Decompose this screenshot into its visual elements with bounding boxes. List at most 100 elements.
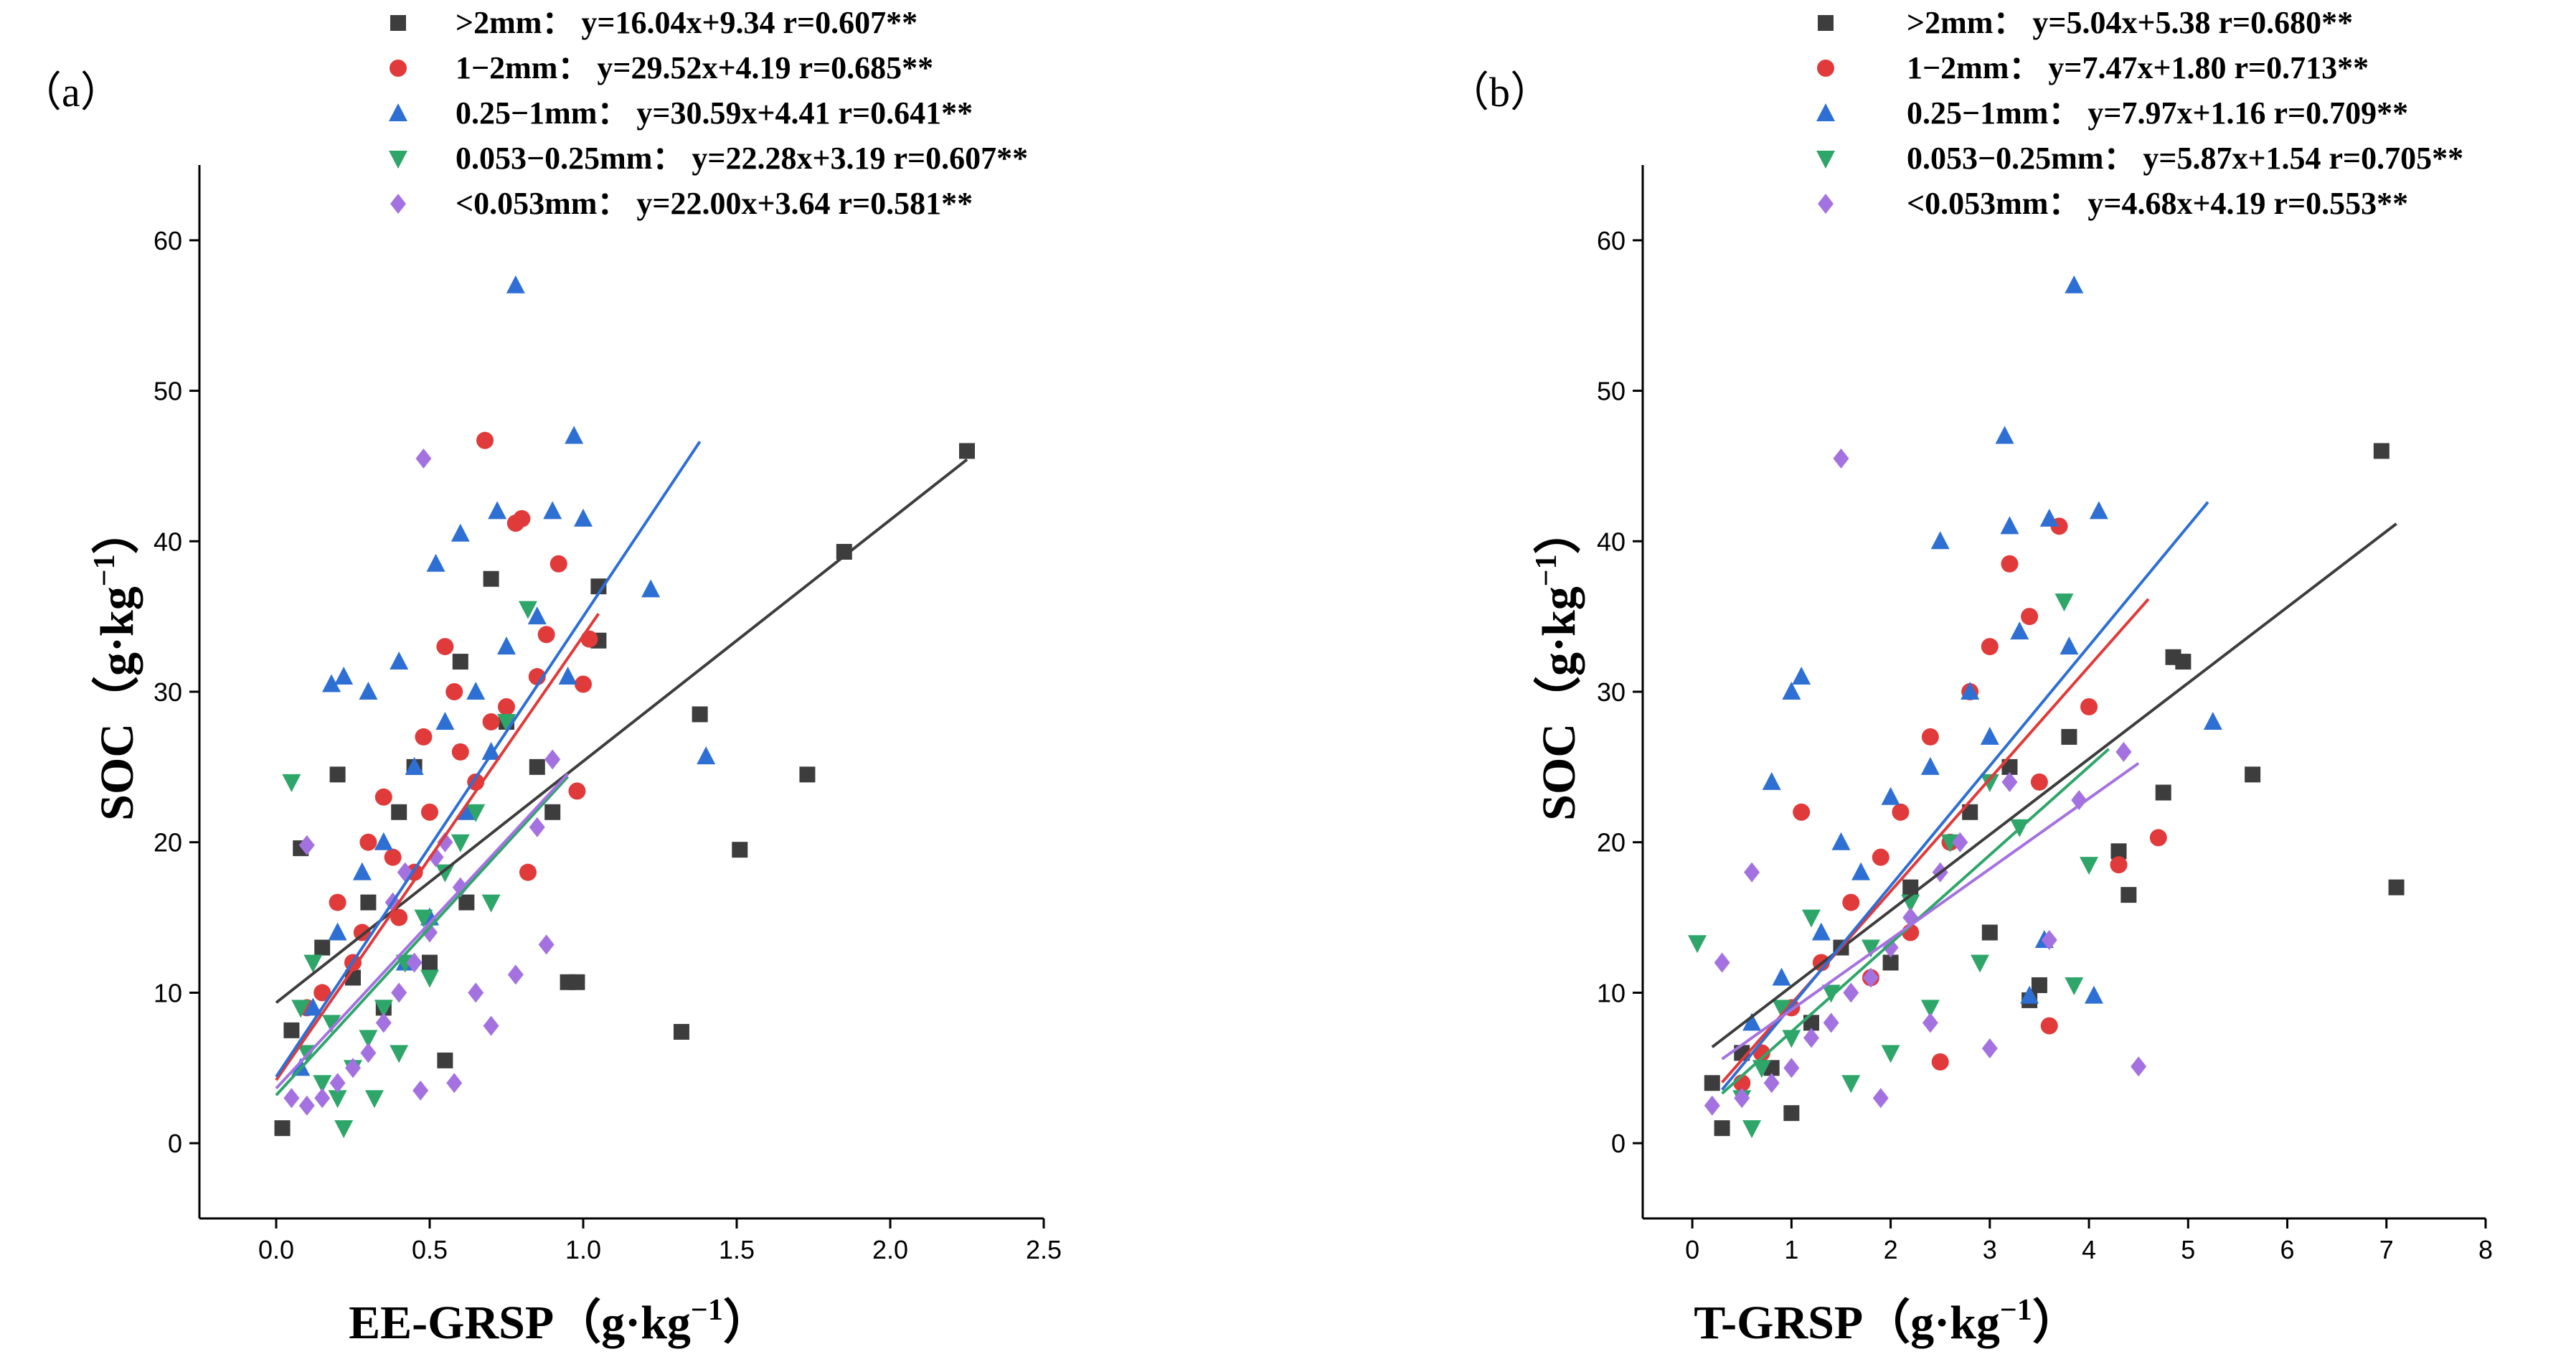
data-point-<0.053mm	[1862, 967, 1879, 988]
data-point-0.25-1mm	[1811, 922, 1831, 941]
panel-b: （b） >2mm： y=5.04x+5.38 r=0.680** 1−2mm： y…	[1448, 5, 2493, 1349]
data-point-0.25-1mm	[1881, 786, 1900, 805]
data-point->2mm	[673, 1023, 689, 1040]
data-point-0.053-0.25mm	[1772, 1000, 1791, 1018]
data-point-<0.053mm	[1803, 1028, 1819, 1048]
data-point-<0.053mm	[314, 1088, 331, 1109]
data-point-0.25-1mm	[374, 832, 393, 850]
data-point-0.25-1mm	[2203, 711, 2222, 730]
data-point->2mm	[314, 939, 331, 956]
x-tick-label: 5	[2181, 1235, 2195, 1264]
y-tick-label: 0	[1611, 1129, 1626, 1158]
data-point->2mm	[1882, 954, 1899, 971]
data-point-1-2mm	[2021, 608, 2039, 626]
data-point->2mm	[529, 758, 545, 775]
data-point-<0.053mm	[1833, 448, 1849, 469]
data-point-<0.053mm	[1763, 1073, 1780, 1094]
x-tick-label: 1.5	[719, 1235, 755, 1264]
data-point-0.053-0.25mm	[1752, 1060, 1771, 1079]
x-tick-label: 0	[1685, 1235, 1699, 1264]
legend-marker->2mm	[1818, 15, 1834, 31]
data-point->2mm	[1783, 1105, 1800, 1122]
x-tick-label: 2.0	[872, 1235, 908, 1264]
data-point-1-2mm	[313, 984, 331, 1002]
panel-a-plot: 0.0 0.5 1.0 1.5 2.0 2.5 0 10 20 30 40 50 60	[154, 165, 1062, 1264]
data-point-1-2mm	[329, 893, 346, 911]
data-point-1-2mm	[537, 626, 555, 644]
data-point->2mm	[283, 1022, 300, 1038]
data-point-1-2mm	[1921, 728, 1939, 746]
data-point-0.25-1mm	[405, 756, 424, 775]
y-tick-label: 30	[1597, 677, 1626, 707]
data-point-0.053-0.25mm	[2080, 857, 2099, 875]
data-point-0.053-0.25mm	[2065, 977, 2084, 995]
data-point-<0.053mm	[538, 934, 555, 955]
data-point-0.25-1mm	[1920, 756, 1940, 775]
data-point-1-2mm	[436, 638, 454, 656]
data-point-<0.053mm	[298, 835, 315, 855]
data-point-1-2mm	[1872, 848, 1889, 866]
y-tick-label: 40	[1597, 527, 1626, 556]
legend-marker->2mm	[390, 15, 406, 31]
data-point-1-2mm	[1892, 803, 1910, 821]
legend-entry-<0.053mm: <0.053mm： y=22.00x+3.64 r=0.581**	[456, 186, 973, 221]
data-point-<0.053mm	[345, 1058, 361, 1079]
data-point->2mm	[437, 1052, 453, 1068]
data-point-0.25-1mm	[558, 667, 577, 685]
data-point-0.25-1mm	[450, 523, 470, 542]
data-point-<0.053mm	[1714, 952, 1730, 973]
fit-line-<0.053mm	[275, 773, 570, 1090]
x-tick-label: 2.5	[1026, 1235, 1062, 1264]
data-point->2mm	[836, 543, 852, 560]
data-point-0.053-0.25mm	[2054, 593, 2074, 612]
data-point->2mm	[2031, 977, 2047, 993]
x-tick-label: 8	[2478, 1235, 2493, 1264]
data-point->2mm	[1714, 1120, 1730, 1137]
data-point-<0.053mm	[1872, 1088, 1889, 1109]
fit-line-0.053-0.25mm	[275, 776, 570, 1096]
data-point-0.25-1mm	[303, 997, 323, 1016]
data-point-<0.053mm	[428, 847, 444, 868]
data-point-<0.053mm	[360, 1043, 377, 1063]
data-point-0.053-0.25mm	[282, 774, 301, 792]
data-point-0.053-0.25mm	[497, 713, 516, 732]
x-tick-label: 7	[2379, 1235, 2394, 1264]
data-point-<0.053mm	[298, 1095, 315, 1116]
data-point-0.25-1mm	[426, 553, 445, 572]
data-point-<0.053mm	[2115, 741, 2132, 762]
x-tick-label: 1.0	[565, 1235, 601, 1264]
data-point-1-2mm	[498, 697, 515, 715]
data-point->2mm	[329, 766, 346, 783]
x-tick-label: 0.0	[258, 1235, 294, 1264]
legend-marker-<0.053mm	[390, 194, 406, 214]
data-point-0.25-1mm	[2000, 516, 2019, 535]
data-point-0.053-0.25mm	[359, 1030, 378, 1048]
data-point-0.25-1mm	[2010, 621, 2029, 640]
data-point-0.053-0.25mm	[1971, 954, 1989, 973]
data-point-0.25-1mm	[328, 922, 347, 941]
data-point-1-2mm	[476, 431, 494, 449]
data-point-0.053-0.25mm	[364, 1090, 384, 1109]
data-point-0.25-1mm	[565, 426, 584, 444]
data-point-1-2mm	[482, 713, 500, 730]
data-point-1-2mm	[568, 782, 586, 800]
legend-entry-0.053-0.25mm: 0.053−0.25mm： y=5.87x+1.54 r=0.705**	[1907, 141, 2463, 176]
data-point-<0.053mm	[1922, 1012, 1938, 1033]
panel-a-x-axis-title: EE-GRSP（g·kg−1）	[349, 1294, 770, 1349]
fit-line-1-2mm	[275, 613, 600, 1081]
data-point-1-2mm	[359, 833, 377, 851]
data-point-1-2mm	[549, 555, 567, 573]
panel-b-legend: >2mm： y=5.04x+5.38 r=0.680** 1−2mm： y=7.4…	[1816, 5, 2463, 221]
data-point-1-2mm	[2040, 1017, 2058, 1035]
x-tick-label: 4	[2082, 1235, 2096, 1264]
data-point-0.25-1mm	[697, 746, 716, 765]
y-tick-label: 20	[154, 828, 182, 858]
legend-entry->2mm: >2mm： y=5.04x+5.38 r=0.680**	[1907, 5, 2353, 40]
data-point->2mm	[590, 578, 607, 595]
data-point-0.25-1mm	[390, 652, 409, 670]
data-point-<0.053mm	[1981, 1038, 1998, 1059]
data-point-0.25-1mm	[457, 802, 476, 820]
data-point-<0.053mm	[1823, 1012, 1839, 1033]
data-point-0.25-1mm	[2084, 985, 2103, 1004]
data-point-<0.053mm	[2041, 930, 2057, 951]
